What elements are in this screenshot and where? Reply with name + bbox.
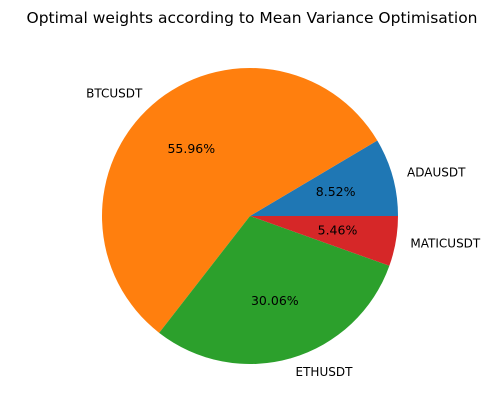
- pie-slice-maticusdt: [250, 216, 398, 266]
- slice-label-maticusdt: MATICUSDT: [410, 236, 481, 250]
- slice-label-btcusdt: BTCUSDT: [86, 86, 143, 100]
- pie-slice-adausdt: [250, 140, 398, 216]
- pie-labels: ADAUSDT 8.52% BTCUSDT 55.96% ETHUSDT 30.06% MA…: [86, 86, 481, 378]
- pie-slice-ethusdt: [159, 216, 390, 364]
- pie-slices: [102, 68, 398, 364]
- slice-label-adausdt: ADAUSDT: [407, 165, 466, 179]
- slice-label-ethusdt: ETHUSDT: [296, 365, 354, 379]
- slice-pct-btcusdt: 55.96%: [167, 141, 215, 156]
- pie-slice-btcusdt: [102, 68, 378, 333]
- slice-pct-ethusdt: 30.06%: [251, 293, 299, 308]
- slice-pct-adausdt: 8.52%: [316, 184, 356, 199]
- slice-pct-maticusdt: 5.46%: [318, 223, 358, 238]
- chart-title: Optimal weights according to Mean Varian…: [27, 9, 478, 27]
